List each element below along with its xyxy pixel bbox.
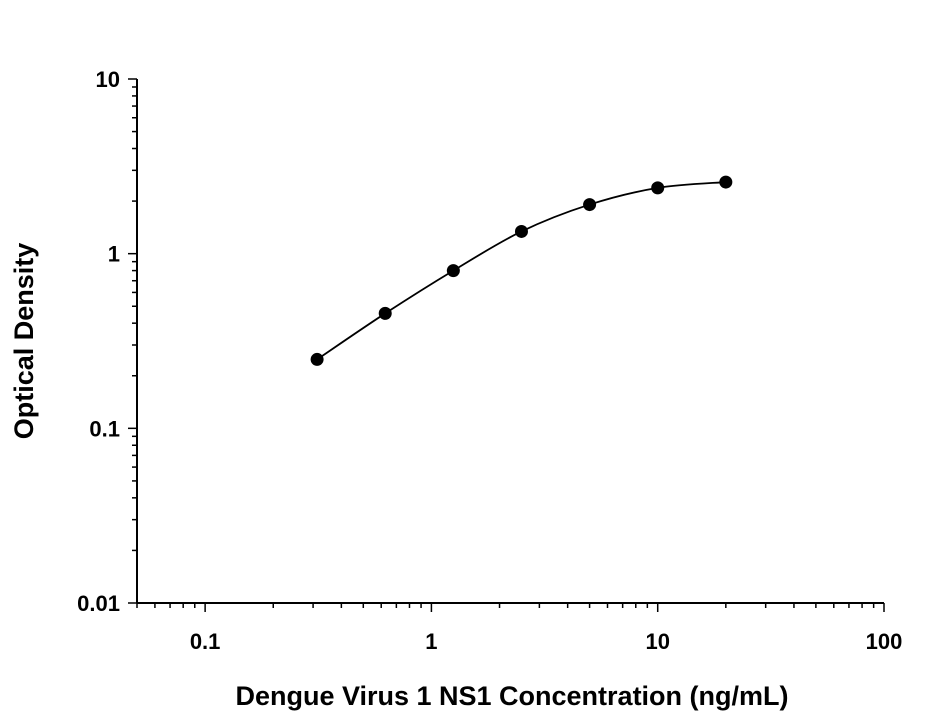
x-axis-title: Dengue Virus 1 NS1 Concentration (ng/mL) xyxy=(235,681,788,711)
y-tick-label: 1 xyxy=(108,242,120,267)
data-point xyxy=(651,181,665,195)
x-tick-label: 0.1 xyxy=(190,629,221,654)
axes xyxy=(128,78,885,612)
data-point xyxy=(514,224,528,238)
data-point xyxy=(719,175,733,189)
y-tick-label: 0.1 xyxy=(89,416,120,441)
tick-labels: 0.01 0.1 1 10 0.1 1 10 100 xyxy=(77,67,902,654)
x-tick-label: 100 xyxy=(866,629,903,654)
data-point xyxy=(583,198,597,212)
fit-curve xyxy=(316,181,726,361)
data-point xyxy=(446,264,460,278)
data-point xyxy=(310,352,324,366)
y-axis-title: Optical Density xyxy=(9,243,39,440)
y-tick-label: 0.01 xyxy=(77,591,120,616)
data-points xyxy=(310,175,733,366)
data-point xyxy=(378,306,392,320)
x-tick-label: 1 xyxy=(425,629,437,654)
x-tick-label: 10 xyxy=(645,629,669,654)
y-tick-label: 10 xyxy=(96,67,120,92)
